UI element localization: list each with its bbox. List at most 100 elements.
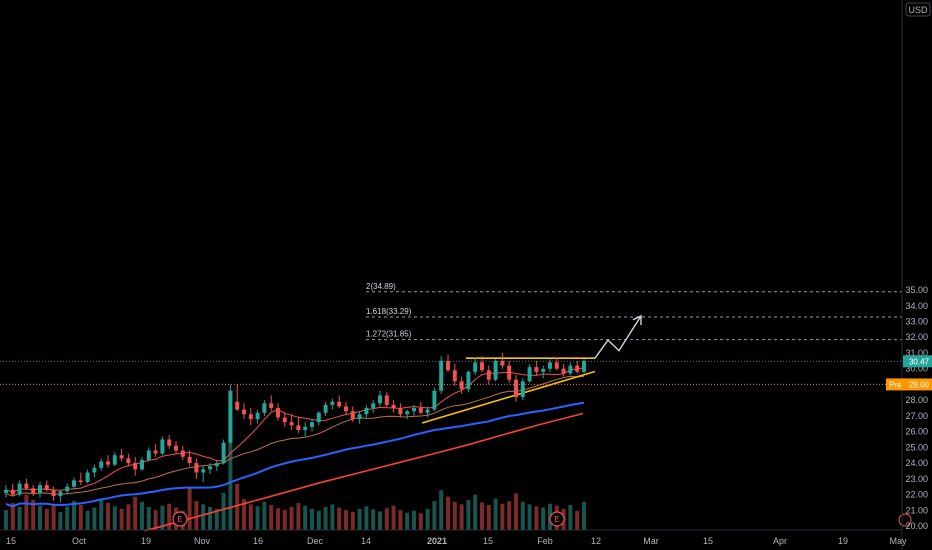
candle[interactable] (466, 370, 471, 393)
candle[interactable] (323, 401, 328, 416)
trendline[interactable] (421, 370, 596, 424)
candle[interactable] (364, 404, 369, 418)
candle[interactable] (371, 400, 376, 413)
candle[interactable] (418, 401, 423, 415)
candle[interactable] (228, 384, 233, 445)
candle[interactable] (44, 480, 49, 492)
candle-body (262, 403, 267, 413)
candle[interactable] (446, 354, 450, 372)
candle[interactable] (78, 472, 83, 486)
candle[interactable] (31, 485, 36, 497)
candle[interactable] (167, 434, 172, 449)
candle[interactable] (17, 480, 22, 497)
candle-body (72, 480, 76, 487)
candle[interactable] (425, 406, 430, 418)
candle[interactable] (51, 486, 56, 501)
candle[interactable] (194, 458, 199, 479)
candle[interactable] (10, 483, 15, 497)
candle[interactable] (4, 485, 8, 498)
candle[interactable] (221, 439, 226, 465)
candle[interactable] (112, 452, 117, 467)
candle[interactable] (303, 422, 308, 437)
volume-bar (262, 501, 267, 530)
candle[interactable] (473, 357, 478, 375)
candle[interactable] (201, 466, 206, 482)
candle[interactable] (296, 417, 301, 434)
candle[interactable] (520, 378, 525, 401)
candle[interactable] (242, 403, 246, 420)
candle[interactable] (534, 360, 539, 375)
candle[interactable] (507, 360, 512, 383)
candle[interactable] (187, 450, 192, 467)
candle[interactable] (378, 390, 382, 407)
candle[interactable] (337, 395, 342, 409)
candle[interactable] (310, 419, 314, 432)
candle[interactable] (180, 445, 185, 460)
triangle-trendlines[interactable] (421, 314, 642, 424)
candle[interactable] (405, 409, 410, 420)
price-candles[interactable] (4, 352, 586, 503)
candle[interactable] (391, 400, 396, 413)
candle[interactable] (160, 436, 165, 456)
candle[interactable] (432, 387, 437, 412)
candle[interactable] (153, 444, 158, 457)
candle[interactable] (500, 352, 505, 369)
candle[interactable] (486, 365, 491, 385)
candle[interactable] (514, 374, 518, 402)
candle[interactable] (289, 414, 294, 431)
candle[interactable] (357, 411, 362, 424)
candle-body (507, 365, 512, 380)
price-axis[interactable]: USD 20.00 21.00 22.00 23.00 24.00 25.00 26.00 27… (901, 0, 931, 550)
candle[interactable] (412, 404, 416, 416)
candle[interactable] (350, 406, 355, 423)
candle[interactable] (99, 458, 104, 471)
candle[interactable] (330, 398, 335, 410)
candle[interactable] (582, 359, 586, 374)
candle[interactable] (527, 363, 532, 383)
candle[interactable] (568, 362, 573, 375)
candle[interactable] (248, 408, 253, 426)
candle[interactable] (85, 469, 90, 484)
candle[interactable] (452, 363, 457, 387)
currency-button[interactable] (905, 2, 931, 17)
candle[interactable] (575, 360, 580, 374)
candle[interactable] (493, 359, 498, 382)
candle[interactable] (72, 477, 76, 490)
candle[interactable] (133, 456, 138, 476)
candle[interactable] (282, 412, 287, 427)
earnings-icon[interactable] (549, 511, 565, 527)
candle[interactable] (92, 464, 97, 478)
candle[interactable] (146, 447, 151, 462)
candle[interactable] (24, 478, 29, 490)
candle[interactable] (554, 357, 559, 371)
candle[interactable] (384, 392, 389, 409)
candle[interactable] (119, 448, 124, 462)
earnings-icon[interactable] (172, 511, 188, 527)
candle[interactable] (38, 481, 42, 498)
candle[interactable] (269, 395, 274, 412)
candle[interactable] (439, 356, 444, 394)
candle[interactable] (262, 400, 267, 416)
projection-path[interactable] (594, 315, 642, 359)
candle[interactable] (276, 403, 280, 421)
candle[interactable] (174, 441, 178, 454)
candle[interactable] (459, 376, 464, 394)
candle[interactable] (541, 365, 546, 379)
candle[interactable] (480, 356, 484, 372)
candle[interactable] (208, 463, 212, 475)
candle[interactable] (214, 459, 219, 471)
candle[interactable] (140, 456, 144, 471)
candle[interactable] (255, 409, 260, 424)
candle[interactable] (561, 363, 566, 377)
candle[interactable] (126, 453, 131, 467)
candle[interactable] (316, 411, 321, 426)
candle[interactable] (398, 403, 403, 418)
candle[interactable] (65, 483, 70, 495)
candle[interactable] (58, 489, 63, 503)
candle[interactable] (106, 455, 110, 468)
candle[interactable] (344, 401, 348, 415)
time-axis[interactable]: 15 Oct 19 Nov 16 Dec 14 2021 15 Feb 12 Mar 15 Apr 19 Ma… (0, 529, 907, 546)
candle[interactable] (235, 384, 240, 412)
